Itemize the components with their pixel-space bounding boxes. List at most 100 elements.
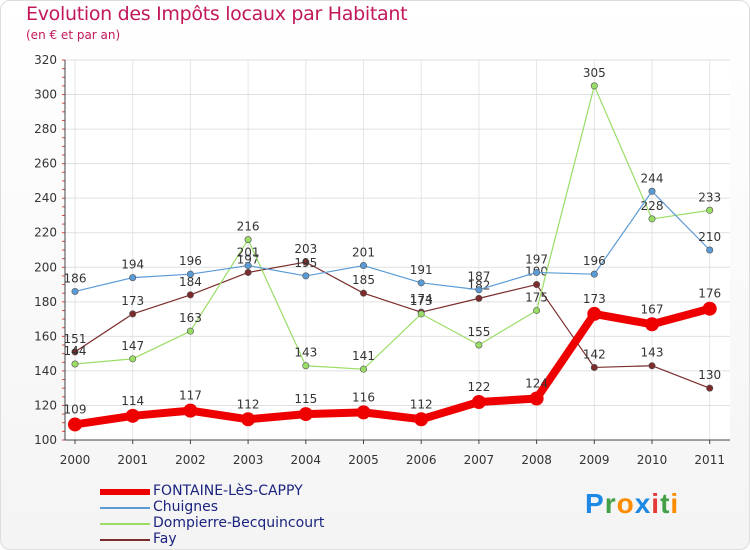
data-label: 122: [467, 380, 490, 394]
logo-letter: i: [670, 488, 679, 519]
data-label: 130: [698, 368, 721, 382]
y-tick-label: 240: [34, 191, 57, 205]
data-point: [245, 236, 251, 242]
data-label: 195: [294, 256, 317, 270]
data-point: [303, 363, 309, 369]
data-label: 109: [64, 402, 87, 416]
legend-swatch-dompierre: [100, 523, 150, 525]
data-label: 142: [583, 347, 606, 361]
data-label: 114: [121, 394, 144, 408]
data-point: [530, 392, 544, 406]
data-label: 196: [583, 254, 606, 268]
data-label: 176: [698, 287, 721, 301]
data-point: [130, 274, 136, 280]
data-label: 233: [698, 190, 721, 204]
legend-label-dompierre: Dompierre-Becquincourt: [153, 515, 324, 531]
data-point: [130, 311, 136, 317]
legend-swatch-fay: [100, 539, 150, 541]
data-label: 194: [121, 258, 144, 272]
x-tick-label: 2007: [464, 453, 495, 467]
data-point: [187, 271, 193, 277]
legend-swatch-fontaine: [100, 489, 150, 495]
x-tick-label: 2010: [637, 453, 668, 467]
x-tick-label: 2000: [60, 453, 91, 467]
x-tick-label: 2002: [175, 453, 206, 467]
data-point: [707, 247, 713, 253]
logo-letter: P: [585, 488, 605, 519]
data-label: 244: [641, 171, 664, 185]
x-tick-label: 2008: [521, 453, 552, 467]
data-label: 201: [352, 246, 375, 260]
data-point: [645, 317, 659, 331]
data-label: 173: [121, 294, 144, 308]
data-label: 210: [698, 230, 721, 244]
data-label: 187: [467, 270, 490, 284]
y-tick-label: 280: [34, 122, 57, 136]
proxiti-logo: Proxiti: [585, 488, 679, 520]
logo-letter: o: [617, 488, 635, 519]
data-point: [360, 290, 366, 296]
data-point: [591, 364, 597, 370]
data-label: 144: [64, 344, 87, 358]
x-tick-label: 2006: [406, 453, 437, 467]
data-point: [703, 302, 717, 316]
y-tick-label: 160: [34, 329, 57, 343]
data-label: 191: [410, 263, 433, 277]
data-point: [360, 366, 366, 372]
data-point: [187, 328, 193, 334]
data-point: [587, 307, 601, 321]
y-tick-label: 140: [34, 364, 57, 378]
legend-label-fontaine: FONTAINE-LèS-CAPPY: [153, 483, 303, 499]
data-point: [418, 311, 424, 317]
x-tick-label: 2001: [117, 453, 148, 467]
logo-letter: x: [635, 488, 652, 519]
data-point: [130, 356, 136, 362]
data-label: 155: [467, 325, 490, 339]
data-point: [72, 288, 78, 294]
data-label: 173: [583, 292, 606, 306]
data-point: [68, 417, 82, 431]
legend-label-chuignes: Chuignes: [153, 499, 218, 515]
data-point: [183, 404, 197, 418]
data-point: [533, 281, 539, 287]
y-tick-label: 260: [34, 157, 57, 171]
data-label: 216: [237, 220, 260, 234]
data-label: 305: [583, 66, 606, 80]
x-tick-label: 2005: [348, 453, 379, 467]
data-point: [357, 405, 371, 419]
data-label: 115: [294, 392, 317, 406]
data-point: [472, 395, 486, 409]
y-tick-label: 100: [34, 433, 57, 447]
data-label: 167: [641, 302, 664, 316]
data-label: 117: [179, 389, 202, 403]
data-point: [72, 361, 78, 367]
data-label: 173: [410, 294, 433, 308]
data-label: 163: [179, 311, 202, 325]
data-label: 175: [525, 290, 548, 304]
data-point: [707, 207, 713, 213]
data-point: [245, 269, 251, 275]
data-label: 197: [525, 252, 548, 266]
data-point: [360, 262, 366, 268]
logo-letter: t: [660, 488, 670, 519]
data-point: [649, 216, 655, 222]
data-point: [476, 287, 482, 293]
y-tick-label: 300: [34, 88, 57, 102]
data-label: 203: [294, 242, 317, 256]
data-point: [418, 280, 424, 286]
data-label: 228: [641, 199, 664, 213]
legend-label-fay: Fay: [153, 531, 177, 547]
data-point: [533, 269, 539, 275]
data-point: [476, 295, 482, 301]
plot-area: [65, 60, 730, 440]
data-label: 196: [179, 254, 202, 268]
data-label: 112: [237, 397, 260, 411]
data-label: 201: [237, 246, 260, 260]
x-tick-label: 2009: [579, 453, 610, 467]
data-label: 124: [525, 377, 548, 391]
line-chart: 1001201401601802002202402602803003202000…: [0, 0, 750, 550]
data-label: 112: [410, 397, 433, 411]
data-point: [476, 342, 482, 348]
data-point: [707, 385, 713, 391]
data-label: 141: [352, 349, 375, 363]
